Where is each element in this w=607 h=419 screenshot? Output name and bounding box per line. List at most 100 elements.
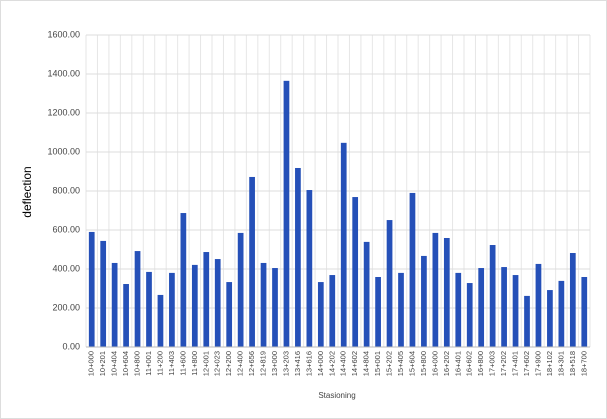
y-tick-label: 600.00 (52, 224, 80, 234)
x-tick-label: 13+416 (293, 351, 302, 376)
bar (123, 284, 129, 347)
x-tick-label: 15+001 (373, 351, 382, 376)
bar (272, 268, 278, 347)
y-tick-label: 200.00 (52, 302, 80, 312)
x-tick-label: 16+202 (442, 351, 451, 376)
x-tick-label: 17+900 (533, 351, 542, 376)
bar (100, 240, 107, 347)
bar (203, 252, 210, 347)
x-tick-label: 14+602 (350, 351, 359, 376)
y-tick-label: 800.00 (52, 185, 80, 195)
x-tick-label: 12+400 (236, 351, 245, 376)
bar (329, 275, 336, 347)
bar (398, 272, 404, 347)
x-tick-label: 11+800 (190, 351, 199, 376)
bar (421, 255, 427, 347)
x-tick-label: 16+800 (476, 351, 485, 376)
x-tick-label: 11+403 (167, 351, 176, 376)
bar (88, 231, 95, 347)
bar (157, 294, 164, 347)
bar (317, 282, 324, 347)
bar (340, 142, 347, 347)
x-tick-label: 17+401 (511, 351, 520, 376)
x-tick-label: 16+602 (465, 351, 474, 376)
x-tick-label: 17+202 (499, 351, 508, 376)
y-tick-label: 0.00 (62, 341, 80, 351)
bar (283, 80, 290, 347)
bar (512, 275, 519, 347)
bar (111, 262, 118, 347)
bar (146, 271, 152, 347)
bar (455, 272, 462, 347)
bar (581, 276, 588, 347)
x-tick-label: 18+700 (579, 351, 588, 376)
bar (489, 245, 496, 347)
x-tick-label: 14+202 (327, 351, 336, 376)
bar (226, 282, 233, 347)
bar (443, 237, 450, 347)
x-tick-label: 18+102 (545, 351, 554, 376)
bar (386, 220, 393, 347)
bar (134, 251, 141, 347)
bar (169, 272, 175, 347)
bar (466, 283, 473, 347)
x-tick-label: 11+600 (178, 351, 187, 376)
bar (501, 267, 507, 347)
x-axis-title: Stasioning (318, 391, 355, 400)
bar (180, 213, 187, 347)
bar (249, 176, 255, 347)
x-tick-label: 12+819 (259, 351, 268, 376)
bar (547, 290, 553, 347)
x-tick-label: 10+201 (98, 351, 107, 376)
bar (363, 241, 370, 347)
bar (295, 167, 301, 347)
bar (524, 295, 530, 347)
bar (535, 263, 542, 347)
x-tick-label: 12+023 (213, 351, 222, 376)
bar (375, 276, 381, 347)
bar (237, 232, 244, 347)
y-tick-label: 1200.00 (47, 107, 80, 117)
bar (214, 259, 221, 347)
x-tick-label: 15+405 (396, 351, 405, 376)
bar (409, 192, 416, 347)
bar (478, 268, 485, 347)
bar (352, 197, 359, 347)
x-tick-label: 15+604 (407, 351, 416, 376)
bar (306, 190, 313, 347)
y-tick-label: 400.00 (52, 263, 80, 273)
x-tick-label: 13+203 (281, 351, 290, 376)
x-tick-label: 18+518 (568, 351, 577, 376)
bar (558, 280, 565, 347)
x-tick-label: 13+000 (270, 351, 279, 376)
x-tick-label: 11+200 (155, 351, 164, 376)
x-tick-label: 13+616 (304, 351, 313, 376)
x-tick-label: 11+001 (144, 351, 153, 376)
x-tick-label: 10+000 (87, 351, 96, 376)
bar (569, 253, 576, 347)
x-tick-label: 16+401 (453, 351, 462, 376)
x-tick-label: 16+000 (430, 351, 439, 376)
bar (432, 232, 439, 347)
x-tick-label: 10+604 (121, 351, 130, 376)
x-tick-label: 12+001 (201, 351, 210, 376)
x-tick-label: 10+404 (110, 351, 119, 376)
bar (191, 264, 198, 347)
bar (260, 262, 267, 347)
x-tick-label: 12+656 (247, 351, 256, 376)
y-tick-label: 1000.00 (47, 146, 80, 156)
x-tick-label: 12+200 (224, 351, 233, 376)
x-tick-label: 17+602 (522, 351, 531, 376)
x-tick-label: 15+800 (419, 351, 428, 376)
x-tick-label: 18+301 (556, 351, 565, 376)
y-tick-label: 1600.00 (47, 29, 80, 39)
x-tick-label: 15+202 (385, 351, 394, 376)
x-tick-label: 14+000 (316, 351, 325, 376)
x-tick-label: 14+400 (339, 351, 348, 376)
y-axis-title: deflection (20, 166, 34, 217)
x-tick-label: 14+804 (362, 351, 371, 376)
x-tick-label: 17+003 (488, 351, 497, 376)
y-tick-label: 1400.00 (47, 68, 80, 78)
x-tick-label: 10+800 (133, 351, 142, 376)
